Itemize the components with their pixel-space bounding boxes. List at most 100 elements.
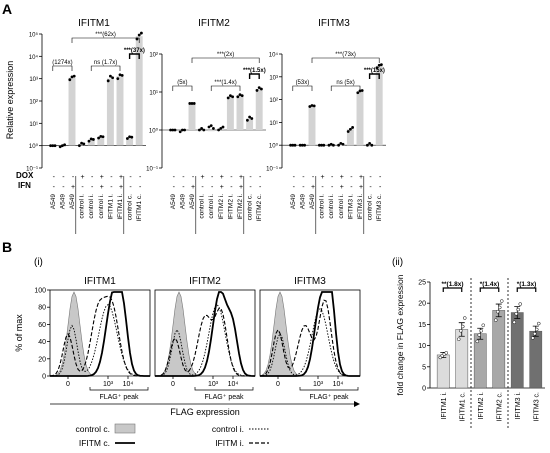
data-point xyxy=(360,89,364,92)
ifn-value: + xyxy=(191,184,195,191)
data-point xyxy=(477,333,481,337)
data-point xyxy=(512,320,516,325)
y-tick-label: 10⁻¹ xyxy=(26,167,38,173)
data-point xyxy=(49,144,52,148)
data-point xyxy=(246,118,249,122)
data-point xyxy=(459,329,463,333)
bar xyxy=(510,312,524,389)
significance-bracket xyxy=(90,65,121,71)
data-point xyxy=(255,89,259,92)
significance-bracket xyxy=(479,287,500,292)
y-tick-label: 80 xyxy=(38,305,46,312)
dox-value: - xyxy=(331,174,334,181)
data-point xyxy=(231,95,235,99)
category-label: IFITM2 c. xyxy=(256,194,263,222)
dox-value: - xyxy=(259,174,262,181)
y-tick-label: 100 xyxy=(34,288,46,295)
category-label: IFITM3 i. xyxy=(357,194,364,220)
bar-chart-ifitm3: IFITM310⁻¹10⁰10¹10²10³10⁴--A549--A549-+A… xyxy=(266,18,386,234)
data-point xyxy=(118,73,122,77)
bar xyxy=(375,65,383,146)
category-label: A549 xyxy=(189,194,196,210)
y-tick-label: 10 xyxy=(418,343,426,350)
bar xyxy=(346,129,354,146)
data-point xyxy=(337,143,340,147)
data-point xyxy=(202,128,206,132)
significance-label: (5x) xyxy=(177,80,187,86)
ifn-value: + xyxy=(71,184,75,191)
significance-label: ***(2x) xyxy=(217,52,234,58)
gate-bracket xyxy=(299,387,359,391)
category-label: IFITM2 i. xyxy=(218,194,225,220)
ifn-value: - xyxy=(369,184,372,191)
significance-bracket xyxy=(248,73,260,79)
data-point xyxy=(212,127,215,130)
bar xyxy=(87,139,95,146)
data-point xyxy=(516,307,520,312)
data-point xyxy=(200,127,204,130)
y-tick-label: 15 xyxy=(418,322,426,329)
significance-label: (1274x) xyxy=(52,60,72,66)
ifn-value: - xyxy=(302,184,305,191)
category-label: A549 xyxy=(290,194,297,210)
category-label: control i. xyxy=(338,194,345,219)
category-label: IFITM2 i. xyxy=(227,194,234,220)
significance-label: ***(37x) xyxy=(124,48,145,54)
ifn-value: - xyxy=(62,184,65,191)
data-point xyxy=(226,96,230,100)
category-label: control i. xyxy=(98,194,105,219)
data-point xyxy=(303,143,306,147)
significance-label: ns (5x) xyxy=(336,80,354,86)
data-point xyxy=(169,128,173,132)
dox-value: + xyxy=(100,174,104,181)
ifitm-i-histogram xyxy=(49,295,150,377)
category-label: control c. xyxy=(367,194,374,221)
chart-title: IFITM2 xyxy=(198,18,230,29)
category-label: IFITM1 i. xyxy=(107,194,114,220)
data-point xyxy=(207,125,211,129)
category-label: A549 xyxy=(59,194,66,210)
data-point xyxy=(318,143,321,147)
ifn-value: + xyxy=(239,184,243,191)
dox-value: - xyxy=(230,174,233,181)
dox-value: - xyxy=(369,174,372,181)
y-tick-label: 10⁰ xyxy=(149,128,159,135)
ifn-value: - xyxy=(91,184,94,191)
category-label: IFITM2 i. xyxy=(237,194,244,220)
dox-row-label: DOX xyxy=(16,171,34,180)
data-point xyxy=(250,117,254,120)
category-label: control c. xyxy=(247,194,254,221)
significance-bracket xyxy=(516,287,537,292)
chart-title: IFITM1 xyxy=(78,18,110,29)
x-tick-label: 0 xyxy=(66,381,70,388)
panel-b-letter: B xyxy=(2,239,12,255)
data-point xyxy=(236,95,240,99)
dox-value: - xyxy=(379,174,382,181)
ifitm-c-histogram xyxy=(260,291,360,377)
bar xyxy=(188,103,196,130)
data-point xyxy=(380,63,383,67)
x-axis-label: FLAG expression xyxy=(170,407,240,417)
y-tick-label: 5 xyxy=(422,364,426,371)
data-point xyxy=(106,79,110,83)
y-tick-label: 10⁴ xyxy=(269,52,279,59)
panel-b-i-label: (i) xyxy=(34,257,43,268)
data-point xyxy=(368,141,371,145)
gate-label: FLAG⁺ peak xyxy=(309,394,349,401)
data-point xyxy=(221,125,225,129)
y-tick-label: 10³ xyxy=(29,77,38,83)
data-point xyxy=(332,143,335,147)
ifn-row-label: IFN xyxy=(18,181,31,190)
category-label: IFITM1 i. xyxy=(117,194,124,220)
data-point xyxy=(329,142,333,146)
data-point xyxy=(475,339,479,344)
category-label: A549 xyxy=(179,194,186,210)
ifn-value: - xyxy=(129,184,132,191)
data-point xyxy=(171,128,175,132)
legend-label: IFITM c. xyxy=(79,438,110,448)
histogram-legend: control c. IFITM c. control i. IFITM i. xyxy=(76,423,269,448)
data-point xyxy=(238,93,242,97)
data-point xyxy=(260,87,263,91)
bar xyxy=(337,144,345,146)
data-point xyxy=(137,33,141,37)
